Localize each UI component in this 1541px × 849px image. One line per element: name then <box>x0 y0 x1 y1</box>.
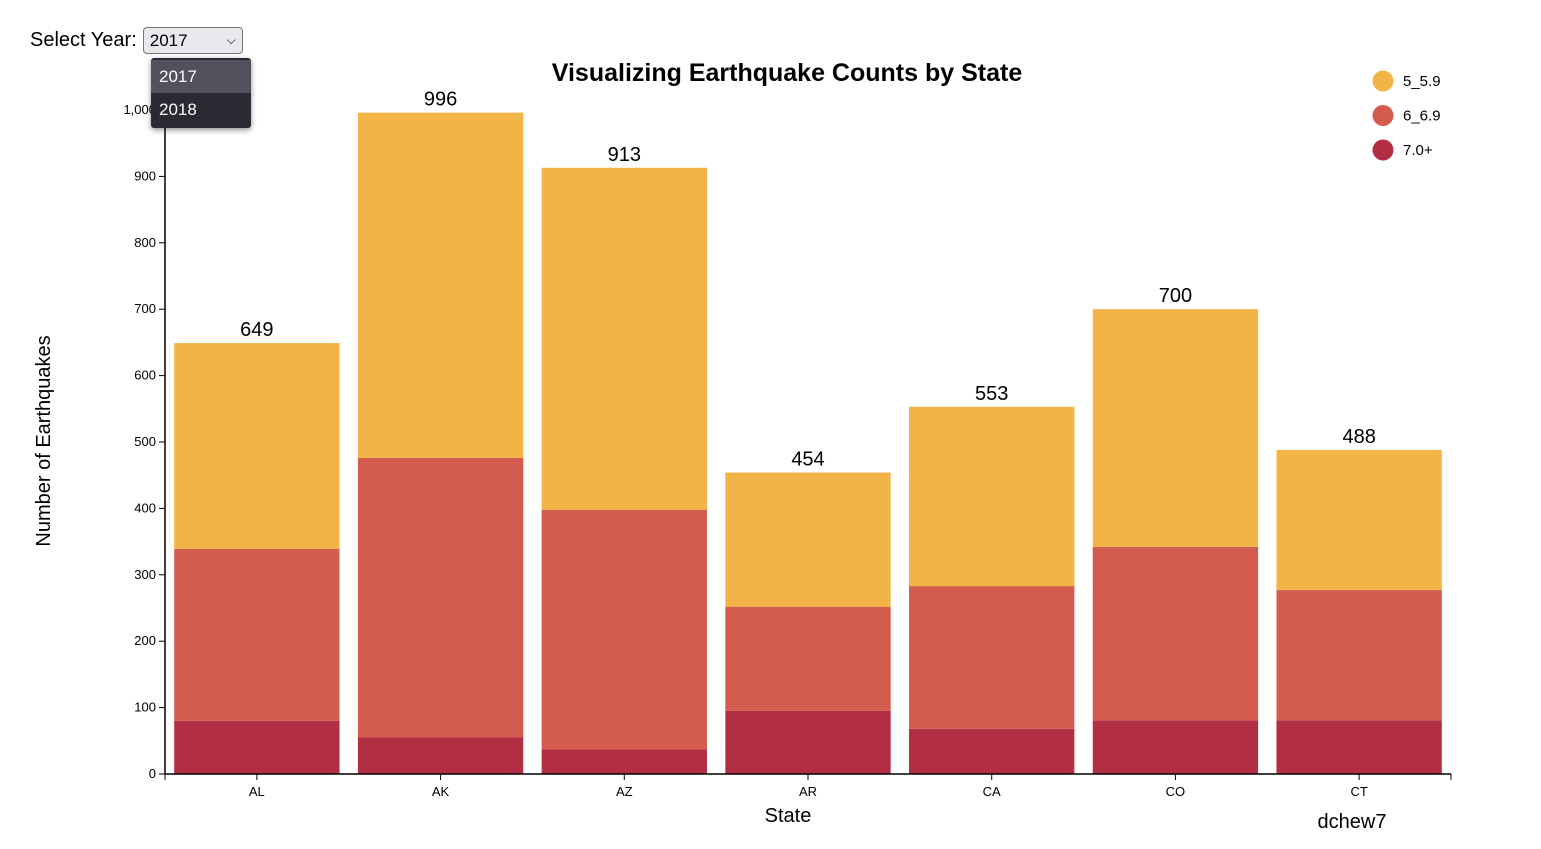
y-tick-label-800: 800 <box>134 235 156 250</box>
legend: 5_5.9 6_6.9 7.0+ <box>1372 70 1441 161</box>
bar-al-segment-1 <box>174 548 340 721</box>
bar-co-segment-0 <box>1092 720 1259 774</box>
bar-ct-segment-1 <box>1276 590 1442 721</box>
x-axis-title: State <box>765 805 812 827</box>
x-tick-label-al: AL <box>249 784 265 799</box>
y-tick-label-600: 600 <box>134 368 156 383</box>
legend-swatch-2 <box>1372 139 1394 161</box>
chart-title: Visualizing Earthquake Counts by State <box>552 59 1023 87</box>
year-label: Select Year: <box>30 29 137 51</box>
y-tick-label-900: 900 <box>134 168 156 183</box>
bar-ak-segment-1 <box>357 457 524 738</box>
y-tick-label-400: 400 <box>134 500 156 515</box>
bar-total-label-ct: 488 <box>1342 426 1375 448</box>
bar-al-segment-0 <box>174 720 340 774</box>
year-dropdown: 2017 2018 <box>151 58 251 128</box>
x-tick-label-ak: AK <box>432 784 450 799</box>
bar-co-segment-1 <box>1092 546 1259 721</box>
bar-az-segment-0 <box>541 749 707 774</box>
bar-az-segment-1 <box>541 509 707 750</box>
legend-label-0: 5_5.9 <box>1403 73 1441 90</box>
legend-swatch-0 <box>1372 70 1394 92</box>
bar-total-label-ak: 996 <box>424 89 457 111</box>
bar-total-label-az: 913 <box>608 144 641 166</box>
bar-ct-segment-2 <box>1276 449 1442 591</box>
bar-co-segment-2 <box>1092 309 1259 547</box>
bar-ar-segment-0 <box>725 710 891 774</box>
year-option-2018[interactable]: 2018 <box>159 100 197 119</box>
bar-total-label-ca: 553 <box>975 383 1008 405</box>
axes-group: 0 100 200 300 400 500 600 700 800 900 1,000 AL AK AZ A… <box>123 100 1452 799</box>
bar-ar-segment-1 <box>725 606 891 711</box>
legend-label-1: 6_6.9 <box>1403 108 1441 125</box>
bar-ca-segment-0 <box>909 728 1075 774</box>
bar-total-label-co: 700 <box>1159 285 1192 307</box>
x-tick-label-ca: CA <box>983 784 1001 799</box>
x-tick-label-co: CO <box>1166 784 1186 799</box>
year-select[interactable]: 2017 ⌵ <box>142 27 243 54</box>
bar-az-segment-2 <box>541 167 707 510</box>
y-tick-label-1000: 1,000 <box>123 102 156 117</box>
bar-ca-segment-2 <box>909 406 1075 587</box>
bar-ar-segment-2 <box>725 472 891 607</box>
y-tick-label-500: 500 <box>134 434 156 449</box>
bar-ak-segment-0 <box>357 737 524 774</box>
y-tick-label-300: 300 <box>134 567 156 582</box>
year-control: Select Year: 2017 ⌵ <box>30 27 243 54</box>
bars-group: 649 996 913 454 553 700 488 <box>174 89 1442 774</box>
legend-swatch-1 <box>1372 105 1394 126</box>
credit-label: dchew7 <box>1318 811 1387 833</box>
y-tick-label-100: 100 <box>134 700 156 715</box>
bar-ca-segment-1 <box>909 586 1075 729</box>
chevron-down-icon: ⌵ <box>226 33 236 47</box>
y-axis-title: Number of Earthquakes <box>33 335 55 546</box>
bar-ct-segment-0 <box>1276 720 1442 774</box>
year-select-value: 2017 <box>149 30 188 50</box>
y-tick-label-200: 200 <box>134 633 156 648</box>
bar-al-segment-2 <box>174 343 340 549</box>
x-tick-label-ar: AR <box>799 784 817 799</box>
y-tick-label-700: 700 <box>134 301 156 316</box>
bar-ak-segment-2 <box>357 112 524 458</box>
year-option-2017[interactable]: 2017 <box>151 60 251 93</box>
legend-label-2: 7.0+ <box>1403 142 1433 159</box>
bar-total-label-ar: 454 <box>791 449 824 471</box>
bar-total-label-al: 649 <box>240 319 273 341</box>
y-tick-label-0: 0 <box>149 766 156 781</box>
x-tick-label-ct: CT <box>1350 784 1367 799</box>
x-tick-label-az: AZ <box>616 784 633 799</box>
